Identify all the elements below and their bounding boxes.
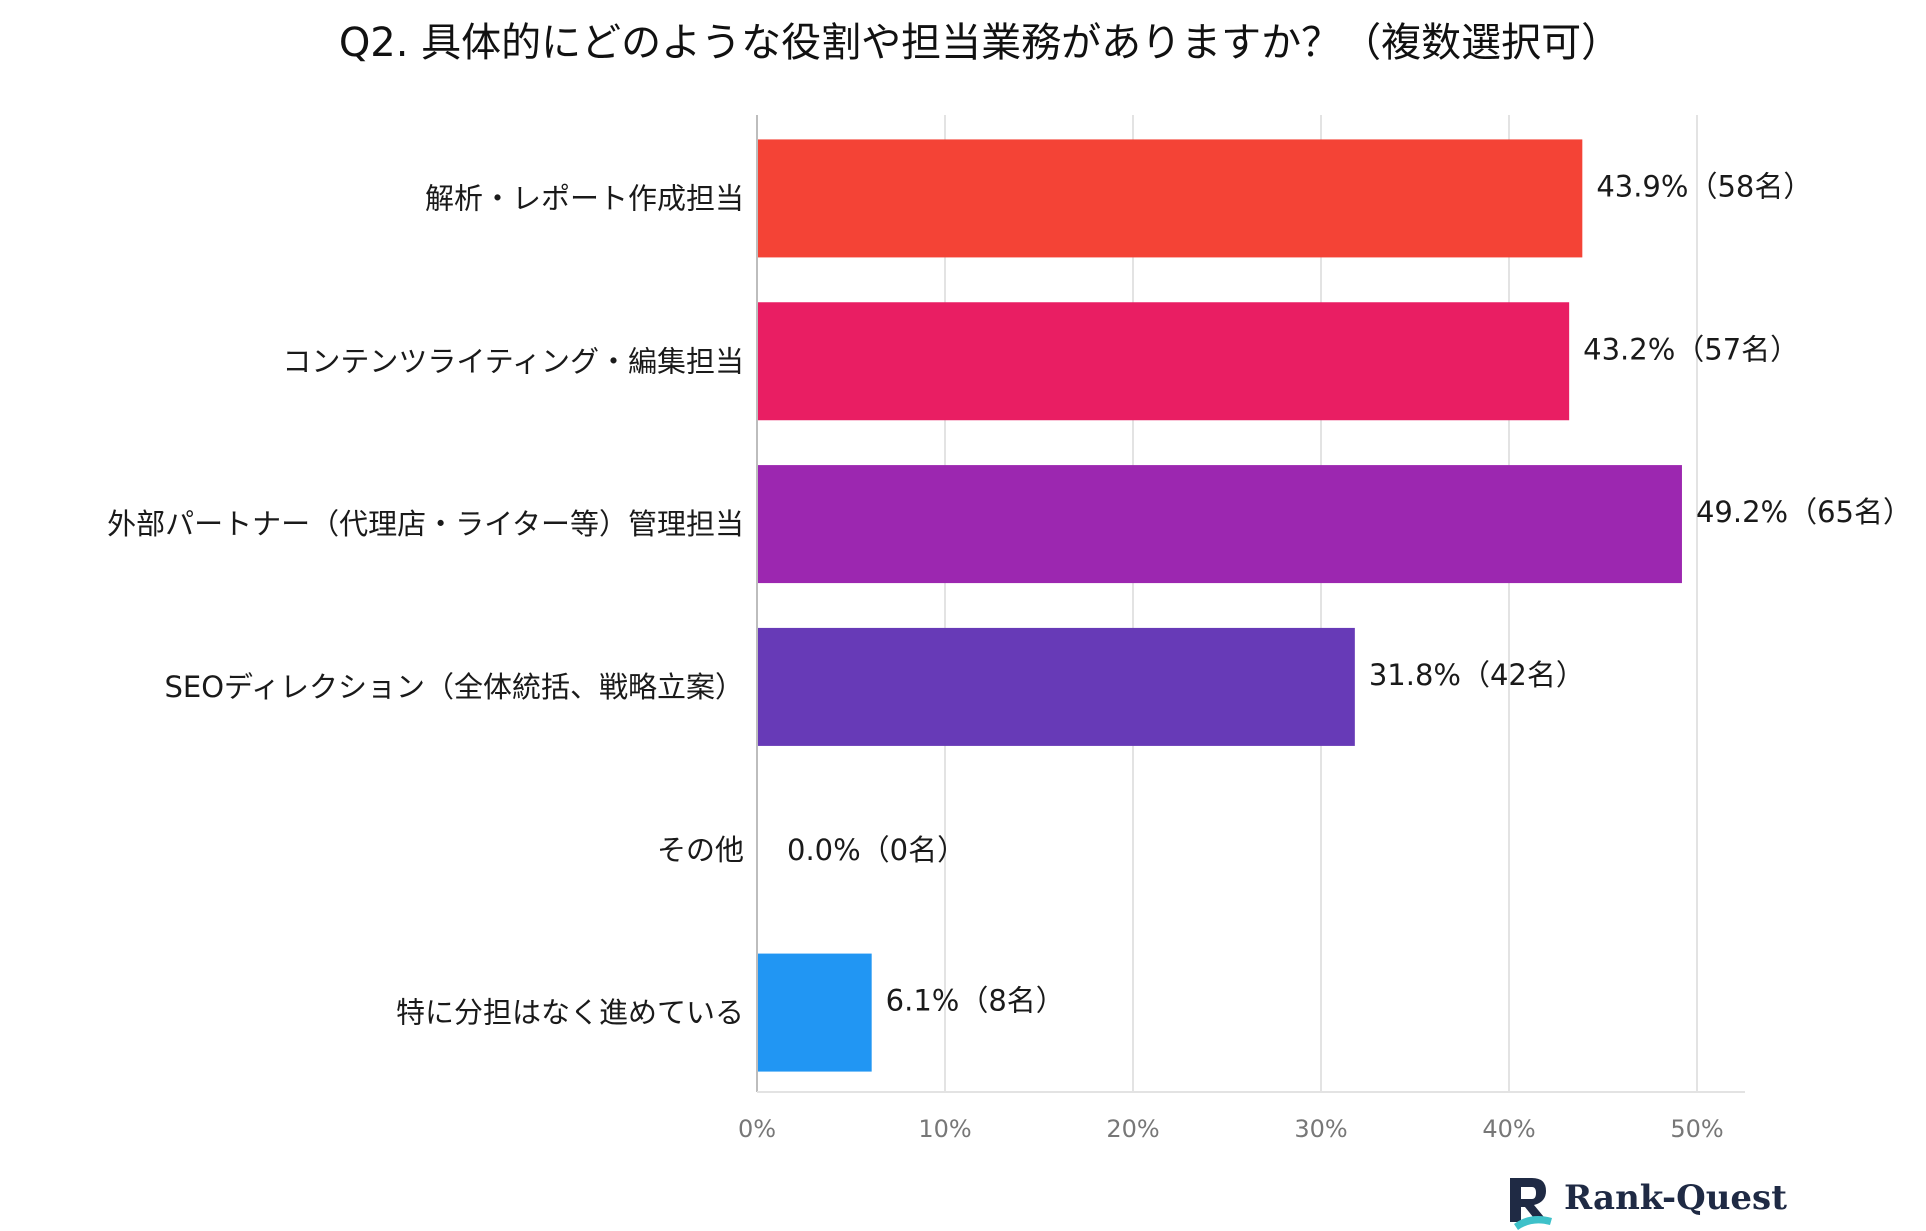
bars	[757, 139, 1682, 1072]
category-label: 外部パートナー（代理店・ライター等）管理担当	[107, 507, 744, 541]
category-label: 解析・レポート作成担当	[425, 181, 744, 215]
x-tick-label: 50%	[1670, 1115, 1723, 1143]
brand-name: Rank-Quest	[1564, 1178, 1787, 1218]
chart-title: Q2. 具体的にどのような役割や担当業務がありますか？（複数選択可）	[339, 20, 1621, 66]
gridlines	[944, 115, 1698, 1092]
bar	[757, 302, 1570, 421]
x-tick-label: 40%	[1482, 1115, 1535, 1143]
rank-quest-logo-icon	[1510, 1178, 1552, 1230]
data-label: 6.1%（8名）	[886, 984, 1065, 1018]
x-tick-label: 0%	[738, 1115, 776, 1143]
bar	[757, 953, 872, 1072]
data-label: 43.2%（57名）	[1583, 332, 1799, 366]
data-label: 0.0%（0名）	[787, 833, 966, 867]
data-label: 43.9%（58名）	[1596, 169, 1812, 203]
bar	[757, 139, 1583, 258]
x-tick-label: 20%	[1106, 1115, 1159, 1143]
data-label: 31.8%（42名）	[1369, 658, 1585, 692]
x-tick-label: 10%	[918, 1115, 971, 1143]
bar	[757, 627, 1355, 746]
labels: 0% 10% 20% 30% 40% 50% 解析・レポート作成担当 43.9%（58名） コン…	[107, 169, 1912, 1143]
category-label: 特に分担はなく進めている	[396, 996, 744, 1030]
axes	[756, 115, 1745, 1093]
category-label: SEOディレクション（全体統括、戦略立案）	[164, 670, 744, 704]
x-tick-label: 30%	[1294, 1115, 1347, 1143]
category-label: コンテンツライティング・編集担当	[282, 344, 744, 378]
bar	[757, 465, 1682, 584]
brand-logo: Rank-Quest	[1510, 1178, 1787, 1230]
data-label: 49.2%（65名）	[1696, 495, 1912, 529]
category-label: その他	[657, 833, 744, 867]
